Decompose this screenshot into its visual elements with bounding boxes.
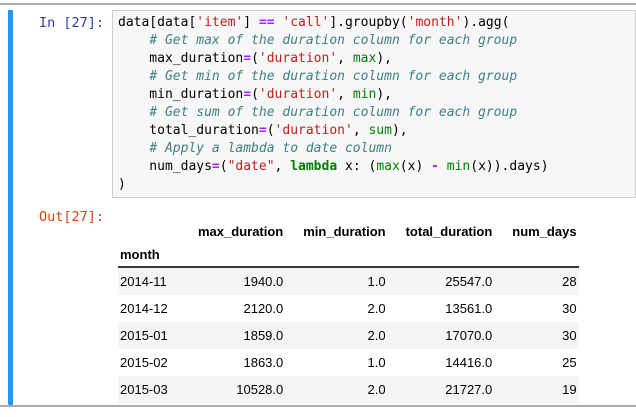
index-row-spacer [180, 243, 286, 268]
table-corner [118, 220, 180, 243]
table-body: 2014-11 1940.0 1.0 25547.0 28 2014-12 2120.0 2.… [118, 267, 579, 403]
table-columns-row: max_duration min_duration total_duration nu… [118, 220, 579, 243]
code-line: # Get max of the duration column for eac… [149, 33, 518, 48]
table-cell: 1.0 [367, 274, 386, 289]
table-cell: 2.0 [367, 382, 386, 397]
table-cell: 1940.0 [243, 274, 284, 289]
code-line: # Get min of the duration column for eac… [149, 69, 518, 84]
cell-top-divider [0, 3, 636, 5]
column-header: min_duration [303, 224, 386, 239]
row-index: 2015-01 [120, 328, 168, 343]
table-cell: 2.0 [367, 328, 386, 343]
table-cell: 30 [562, 328, 577, 343]
table-row: 2015-02 1863.0 1.0 14416.0 25 [118, 349, 579, 376]
table-row: 2014-12 2120.0 2.0 13561.0 30 [118, 295, 579, 322]
index-name-row: month [118, 243, 579, 268]
row-index: 2015-02 [120, 355, 168, 370]
table-head: max_duration min_duration total_duration nu… [118, 220, 579, 268]
output-area: Out[27]: max_duration min_duration total_d… [0, 208, 636, 403]
table-cell: 1.0 [367, 355, 386, 370]
index-row-spacer [285, 243, 388, 268]
table-cell: 2120.0 [243, 301, 284, 316]
selected-cell-indicator [8, 10, 13, 405]
code-line: min_duration=('duration', min), [118, 87, 392, 102]
column-header: max_duration [198, 224, 284, 239]
table-cell: 13561.0 [445, 301, 493, 316]
table-cell: 25547.0 [445, 274, 493, 289]
row-index: 2014-11 [120, 274, 167, 289]
code-line: ) [118, 177, 126, 192]
table-cell: 30 [562, 301, 577, 316]
index-row-spacer [494, 243, 579, 268]
code-line: # Get sum of the duration column for eac… [149, 105, 518, 120]
code-line: max_duration=('duration', max), [118, 51, 392, 66]
table-cell: 1859.0 [243, 328, 284, 343]
code-line: data[data['item'] == 'call'].groupby('mo… [118, 15, 510, 30]
column-header: num_days [512, 224, 577, 239]
code-line: num_days=("date", lambda x: (max(x) - mi… [118, 159, 549, 174]
output-content: max_duration min_duration total_duration nu… [112, 208, 636, 403]
table-cell: 14416.0 [445, 355, 493, 370]
column-header: total_duration [405, 224, 493, 239]
table-cell: 10528.0 [236, 382, 284, 397]
table-row: 2014-11 1940.0 1.0 25547.0 28 [118, 267, 579, 295]
row-index: 2014-12 [120, 301, 168, 316]
cell-bottom-divider [0, 405, 636, 407]
table-cell: 2.0 [367, 301, 386, 316]
table-cell: 17070.0 [445, 328, 493, 343]
table-cell: 19 [562, 382, 577, 397]
code-cell: In [27]: data[data['item'] == 'call'].gr… [0, 10, 636, 403]
table-row: 2015-01 1859.0 2.0 17070.0 30 [118, 322, 579, 349]
table-cell: 28 [562, 274, 577, 289]
input-area: In [27]: data[data['item'] == 'call'].gr… [0, 10, 636, 198]
dataframe-table: max_duration min_duration total_duration nu… [118, 220, 579, 403]
code-editor[interactable]: data[data['item'] == 'call'].groupby('mo… [112, 10, 636, 198]
index-row-spacer [387, 243, 495, 268]
table-cell: 1863.0 [243, 355, 284, 370]
table-cell: 25 [562, 355, 577, 370]
input-prompt: In [27]: [38, 15, 104, 31]
table-cell: 21727.0 [445, 382, 493, 397]
table-row: 2015-03 10528.0 2.0 21727.0 19 [118, 376, 579, 403]
index-name: month [118, 243, 180, 268]
code-lines: data[data['item'] == 'call'].groupby('mo… [118, 14, 631, 194]
code-line: # Apply a lambda to date column [149, 141, 392, 156]
code-line: total_duration=('duration', sum), [118, 123, 408, 138]
output-prompt: Out[27]: [38, 209, 104, 225]
row-index: 2015-03 [120, 382, 168, 397]
